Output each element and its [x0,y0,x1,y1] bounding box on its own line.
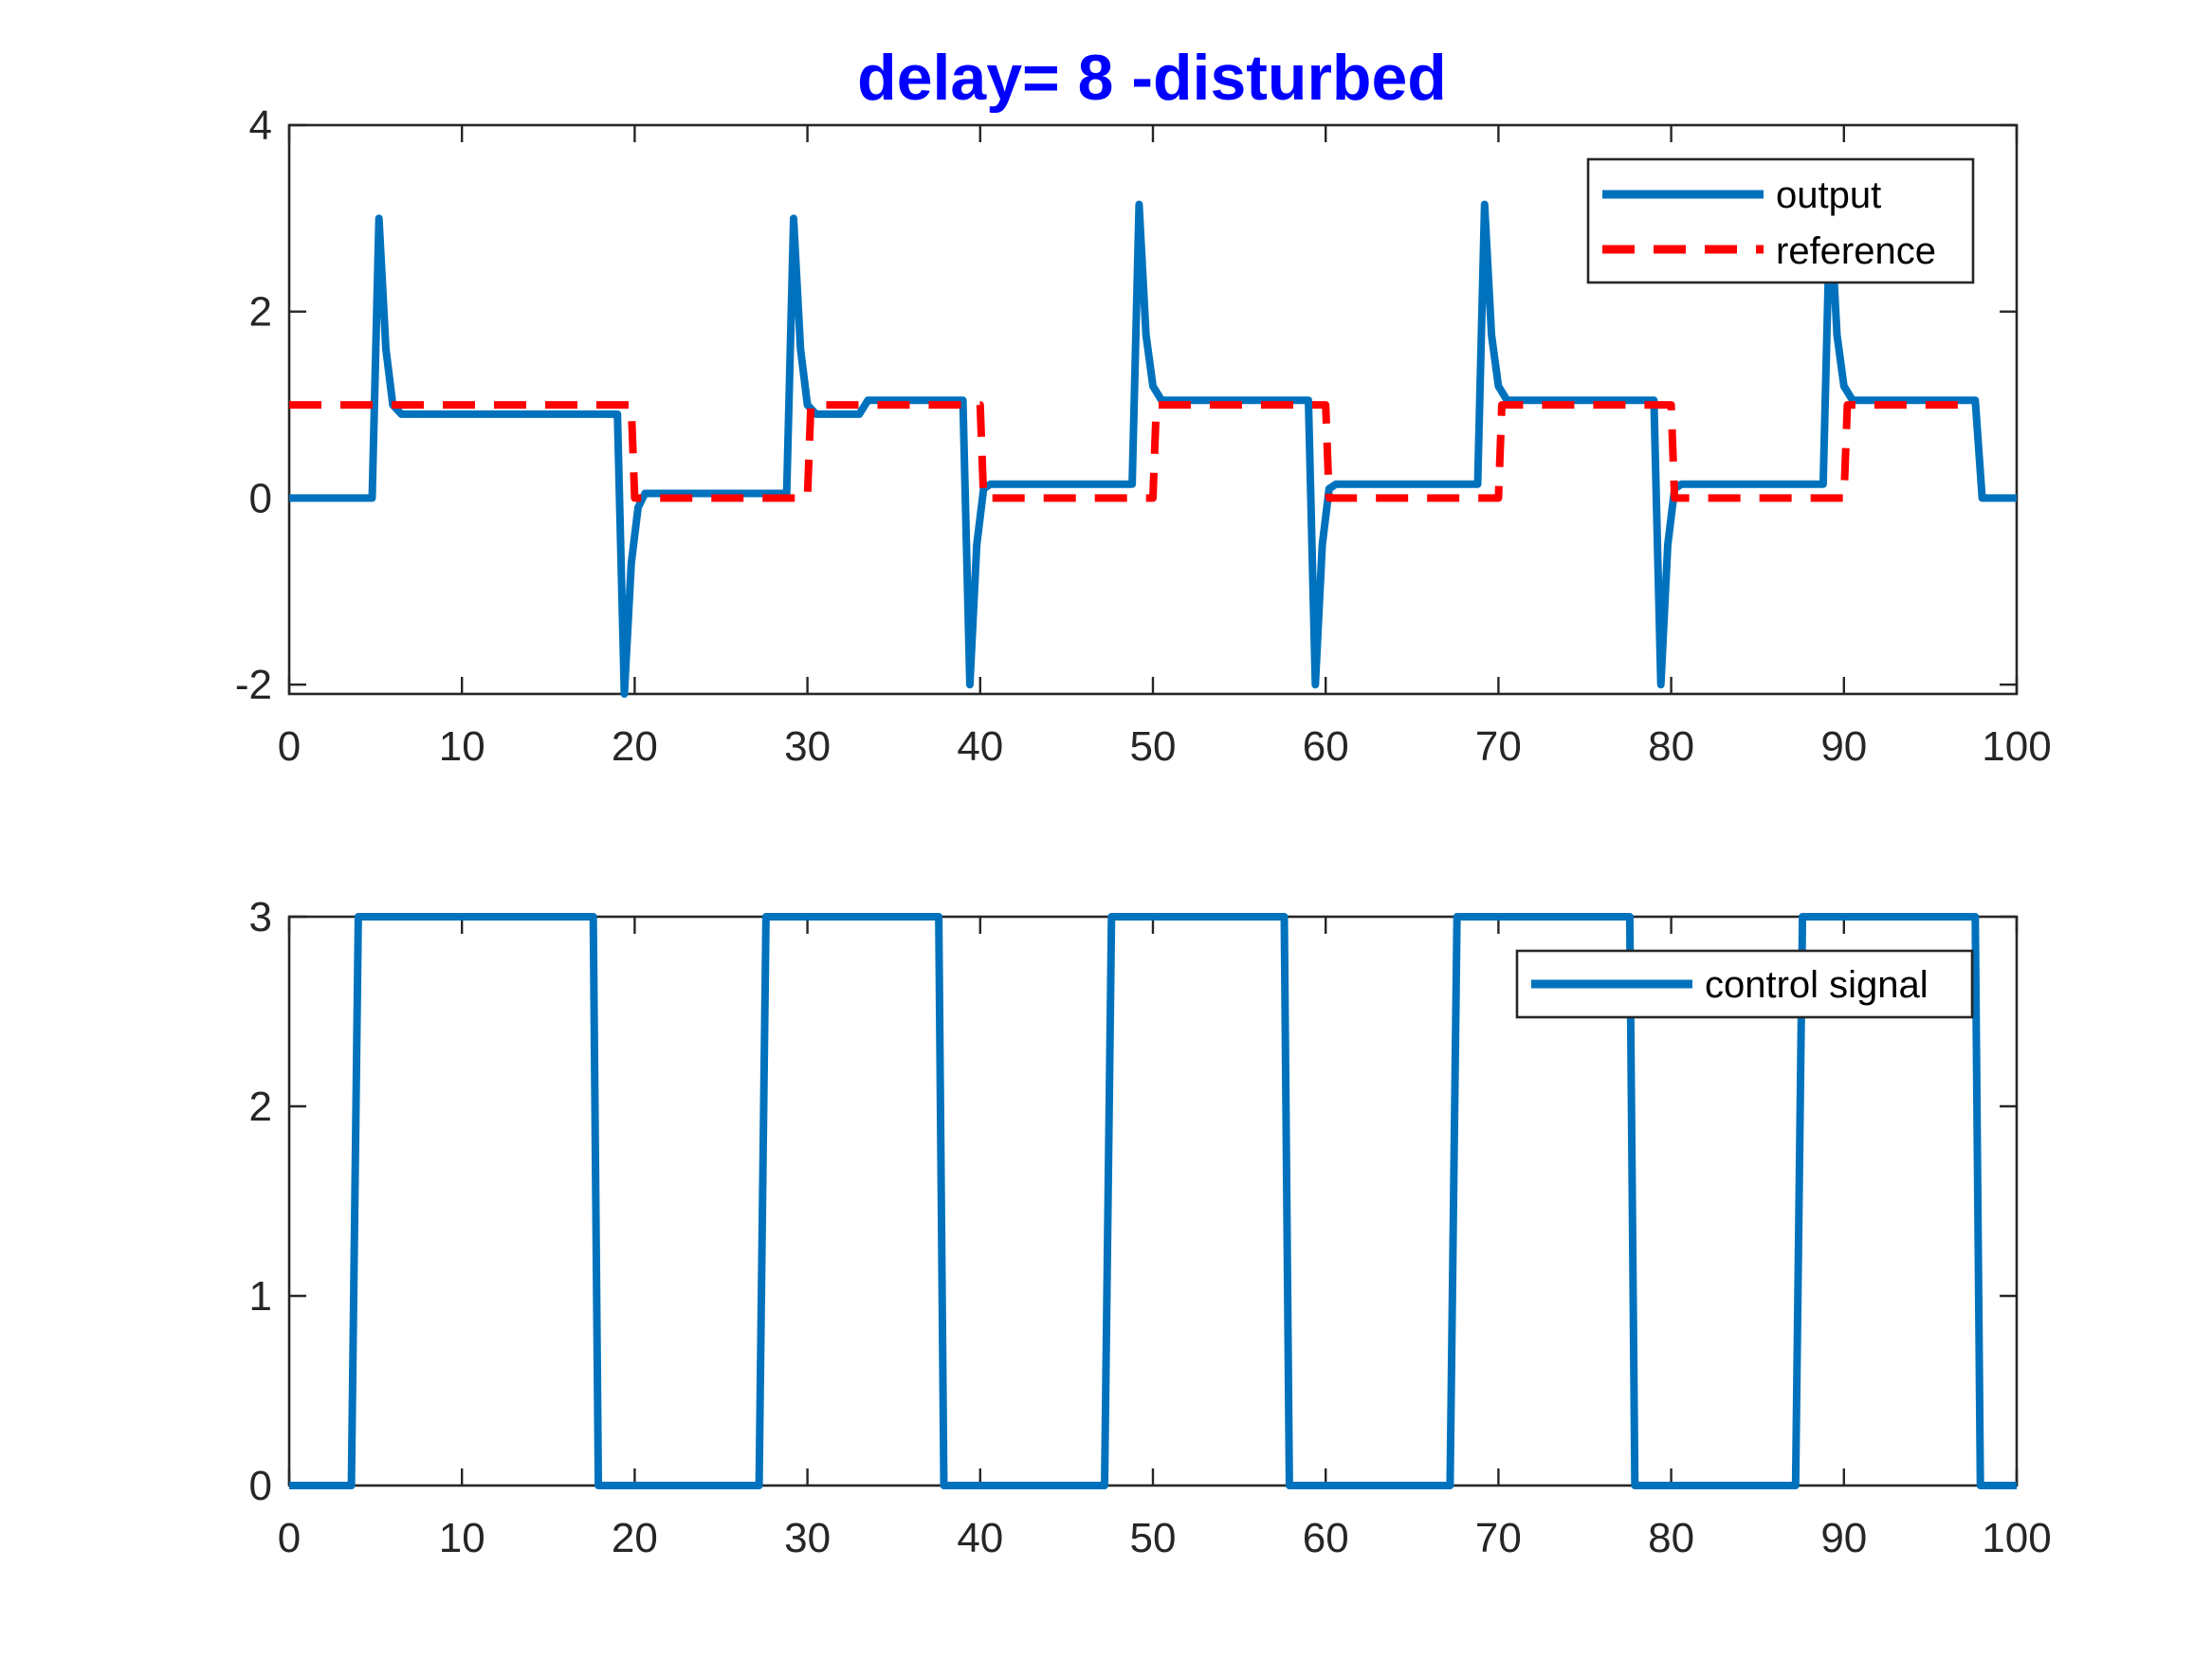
legend: output reference [1586,157,1975,284]
y-tick-label: 4 [249,102,272,149]
x-tick-label: 10 [439,1515,485,1561]
x-tick-label: 80 [1648,723,1694,770]
series-line-reference [289,401,1974,502]
axis-ticks [287,123,2019,694]
legend: control signal [1515,949,1974,1019]
x-tick-label: 70 [1475,1515,1522,1561]
output-reference-plot: delay= 8 -disturbed 0 10 20 30 40 50 60 70 80 90 1… [235,42,2052,770]
x-tick-label: 100 [1982,723,2051,770]
x-tick-label: 90 [1820,1515,1867,1561]
axis-tick-labels: 0 10 20 30 40 50 60 70 80 90 100 0 1 2 3 [249,894,2052,1561]
x-tick-label: 20 [612,1515,658,1561]
x-tick-label: 100 [1982,1515,2051,1561]
x-tick-label: 40 [957,1515,1003,1561]
chart-title: delay= 8 -disturbed [857,42,1447,114]
x-tick-label: 90 [1820,723,1867,770]
x-tick-label: 80 [1648,1515,1694,1561]
x-tick-label: 30 [784,1515,831,1561]
legend-label-reference: reference [1776,230,1936,272]
y-tick-label: 0 [249,1463,272,1509]
x-tick-label: 60 [1303,723,1349,770]
control-signal-plot: 0 10 20 30 40 50 60 70 80 90 100 0 1 2 3 control signa… [249,894,2052,1561]
series-lines [289,200,2017,698]
x-tick-label: 60 [1303,1515,1349,1561]
legend-box [1586,157,1975,284]
x-tick-label: 50 [1130,723,1177,770]
legend-label-output: output [1776,174,1881,216]
series-lines [289,913,2017,1489]
y-tick-label: 0 [249,475,272,521]
y-tick-label: 3 [249,894,272,940]
series-line-control-signal [289,913,2017,1489]
x-tick-label: 40 [957,723,1003,770]
x-tick-label: 20 [612,723,658,770]
x-tick-label: 50 [1130,1515,1177,1561]
y-tick-label: 2 [249,289,272,336]
x-tick-label: 0 [278,723,301,770]
x-tick-label: 10 [439,723,485,770]
x-tick-label: 70 [1475,723,1522,770]
y-tick-label: 2 [249,1084,272,1130]
x-tick-label: 0 [278,1515,301,1561]
legend-label-control-signal: control signal [1705,964,1929,1006]
y-tick-label: -2 [235,662,272,708]
y-tick-label: 1 [249,1273,272,1320]
series-line-output [289,200,2017,698]
x-tick-label: 30 [784,723,831,770]
